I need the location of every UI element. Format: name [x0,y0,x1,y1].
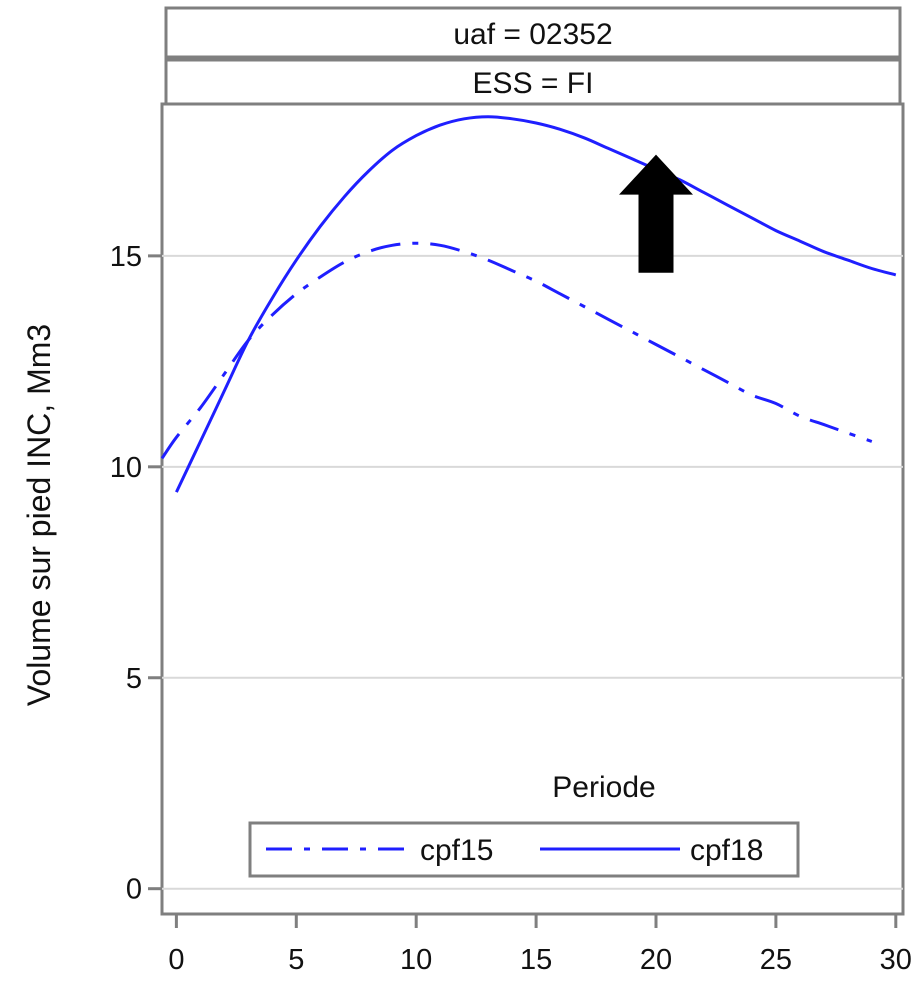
strip-top-box [164,6,902,59]
strip-bottom-label: ESS = FI [473,67,594,100]
y-axis-title: Volume sur pied INC, Mm3 [21,324,57,706]
y-tick-label-15: 15 [110,241,142,273]
y-tick-label-0: 0 [126,874,142,906]
x-tick-label-25: 25 [760,944,792,976]
x-tick-label-0: 0 [168,944,184,976]
x-axis: 0 5 10 15 20 25 30 [168,914,912,976]
plot-frame [160,102,905,916]
series-group [160,115,897,493]
arrow-up-annotation-0 [619,154,693,273]
series-line-cpf18 [175,115,897,493]
annotations [619,154,693,273]
y-axis: 0 5 10 15 [110,241,162,906]
y-tick-label-5: 5 [126,663,142,695]
x-tick-label-30: 30 [880,944,912,976]
x-tick-label-15: 15 [520,944,552,976]
legend-title: Periode [552,771,655,804]
x-tick-label-10: 10 [400,944,432,976]
grid-lines [162,254,903,890]
legend-label-cpf18: cpf18 [690,834,763,867]
x-tick-label-20: 20 [640,944,672,976]
legend-label-cpf15: cpf15 [420,834,493,867]
x-tick-label-5: 5 [288,944,304,976]
y-tick-label-10: 10 [110,452,142,484]
series-line-cpf15 [160,241,873,460]
strip-top-label: uaf = 02352 [453,18,612,51]
